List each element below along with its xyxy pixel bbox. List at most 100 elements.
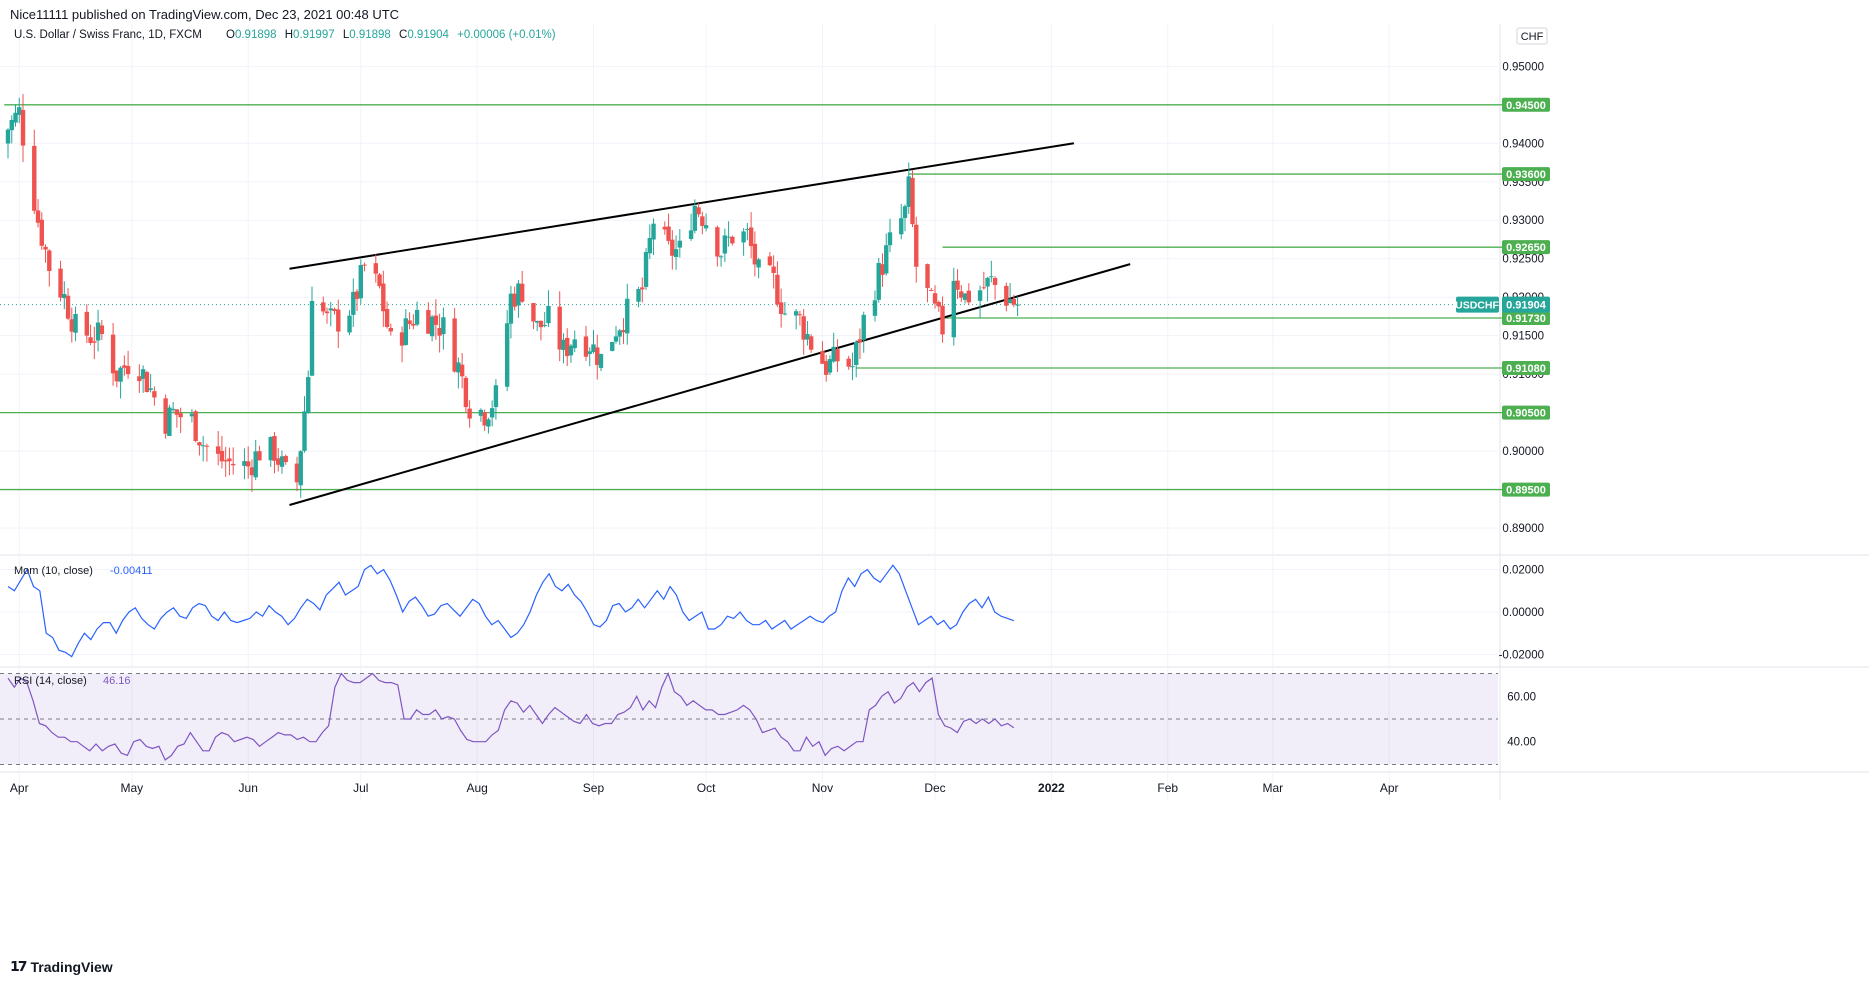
candle-body [936,302,941,307]
candle-body [242,461,247,466]
level-price-text: 0.90500 [1506,408,1546,420]
candle-body [122,365,127,368]
candle-body [170,408,176,411]
close-label: C [399,29,407,41]
candle-body [808,336,814,350]
candle-body [403,318,409,345]
candle-body [625,298,630,334]
candle-body [643,252,649,287]
price-tick-label: 0.92500 [1502,254,1544,266]
candle-body [219,450,225,462]
candle-body [230,463,236,466]
candle-body [670,239,675,256]
candle-body [174,409,180,415]
candle-body [302,411,307,451]
level-price-text: 0.93600 [1506,169,1546,181]
candle-body [95,322,101,341]
symbol-price-badge [1456,296,1499,313]
candle-body [9,120,14,131]
currency-label: CHF [1521,31,1544,43]
level-price-label [1502,97,1550,112]
candle-body [13,112,18,123]
currency-badge[interactable] [1516,27,1548,45]
candle-body [752,243,758,265]
candle-body [861,314,866,340]
candle-body [5,129,11,144]
candle-body [148,388,153,391]
candle-body [178,413,183,418]
level-price-text: 0.91730 [1506,313,1546,325]
candle-body [324,311,330,314]
candle-body [351,291,356,315]
candle-body [332,308,337,311]
candle-body [227,458,232,462]
candle-body [673,249,679,258]
candle-body [985,277,990,287]
candle-body [309,300,315,376]
candle-body [1015,304,1020,306]
level-price-label [1502,405,1550,420]
channel-trendline[interactable] [289,142,1075,270]
candle-body [69,319,75,332]
candle-body [493,385,499,408]
candle-body [561,339,566,351]
candle-body [884,245,889,274]
candle-body [193,411,198,442]
month-label: May [121,781,144,795]
candle-body [388,327,394,332]
mom-tick-label: -0.02000 [1499,649,1544,661]
candle-body [298,451,303,486]
candle-body [276,458,281,465]
candle-body [951,280,956,338]
open-label: O [226,29,235,41]
candle-body [636,288,641,302]
candle-body [876,262,881,300]
channel-trendline[interactable] [289,263,1131,506]
candle-body [767,256,773,266]
candle-body [429,316,435,337]
candle-body [249,467,255,476]
candle-body [925,264,930,289]
candle-body [204,445,210,447]
price-tick-label: 0.91500 [1502,331,1544,343]
candle-body [692,205,698,231]
candle-body [354,291,360,299]
candle-body [846,358,851,367]
candle-body [140,369,146,379]
candle-body [257,451,262,461]
candle-body [426,310,431,334]
candle-body [700,216,705,226]
candle-body [793,311,799,316]
candle-body [373,263,379,274]
candle-body [827,359,833,373]
candle-body [610,342,615,351]
candle-body [321,302,326,312]
candle-body [823,361,829,375]
candle-body [666,226,671,241]
month-label: Jul [353,781,368,795]
candle-body [771,266,776,274]
candle-body [84,311,90,336]
candle-body [718,256,724,258]
candle-body [583,336,589,357]
rsi-tick-label: 40.00 [1507,737,1536,749]
candle-body [88,337,93,343]
level-price-label [1502,310,1550,325]
candle-body [640,287,645,290]
candle-body [872,300,878,316]
candle-body [433,315,439,325]
level-price-text: 0.89500 [1506,485,1546,497]
candle-body [519,283,525,302]
candle-body [35,210,41,223]
month-label: Apr [1380,781,1399,795]
candle-body [745,229,750,231]
level-price-label [1502,167,1550,182]
candle-body [887,232,893,246]
candle-body [152,391,157,398]
candle-body [456,362,461,373]
candle-body [459,364,465,377]
candle-body [546,305,551,324]
candle-body [977,290,983,301]
rsi-tick-label: 60.00 [1507,691,1536,703]
